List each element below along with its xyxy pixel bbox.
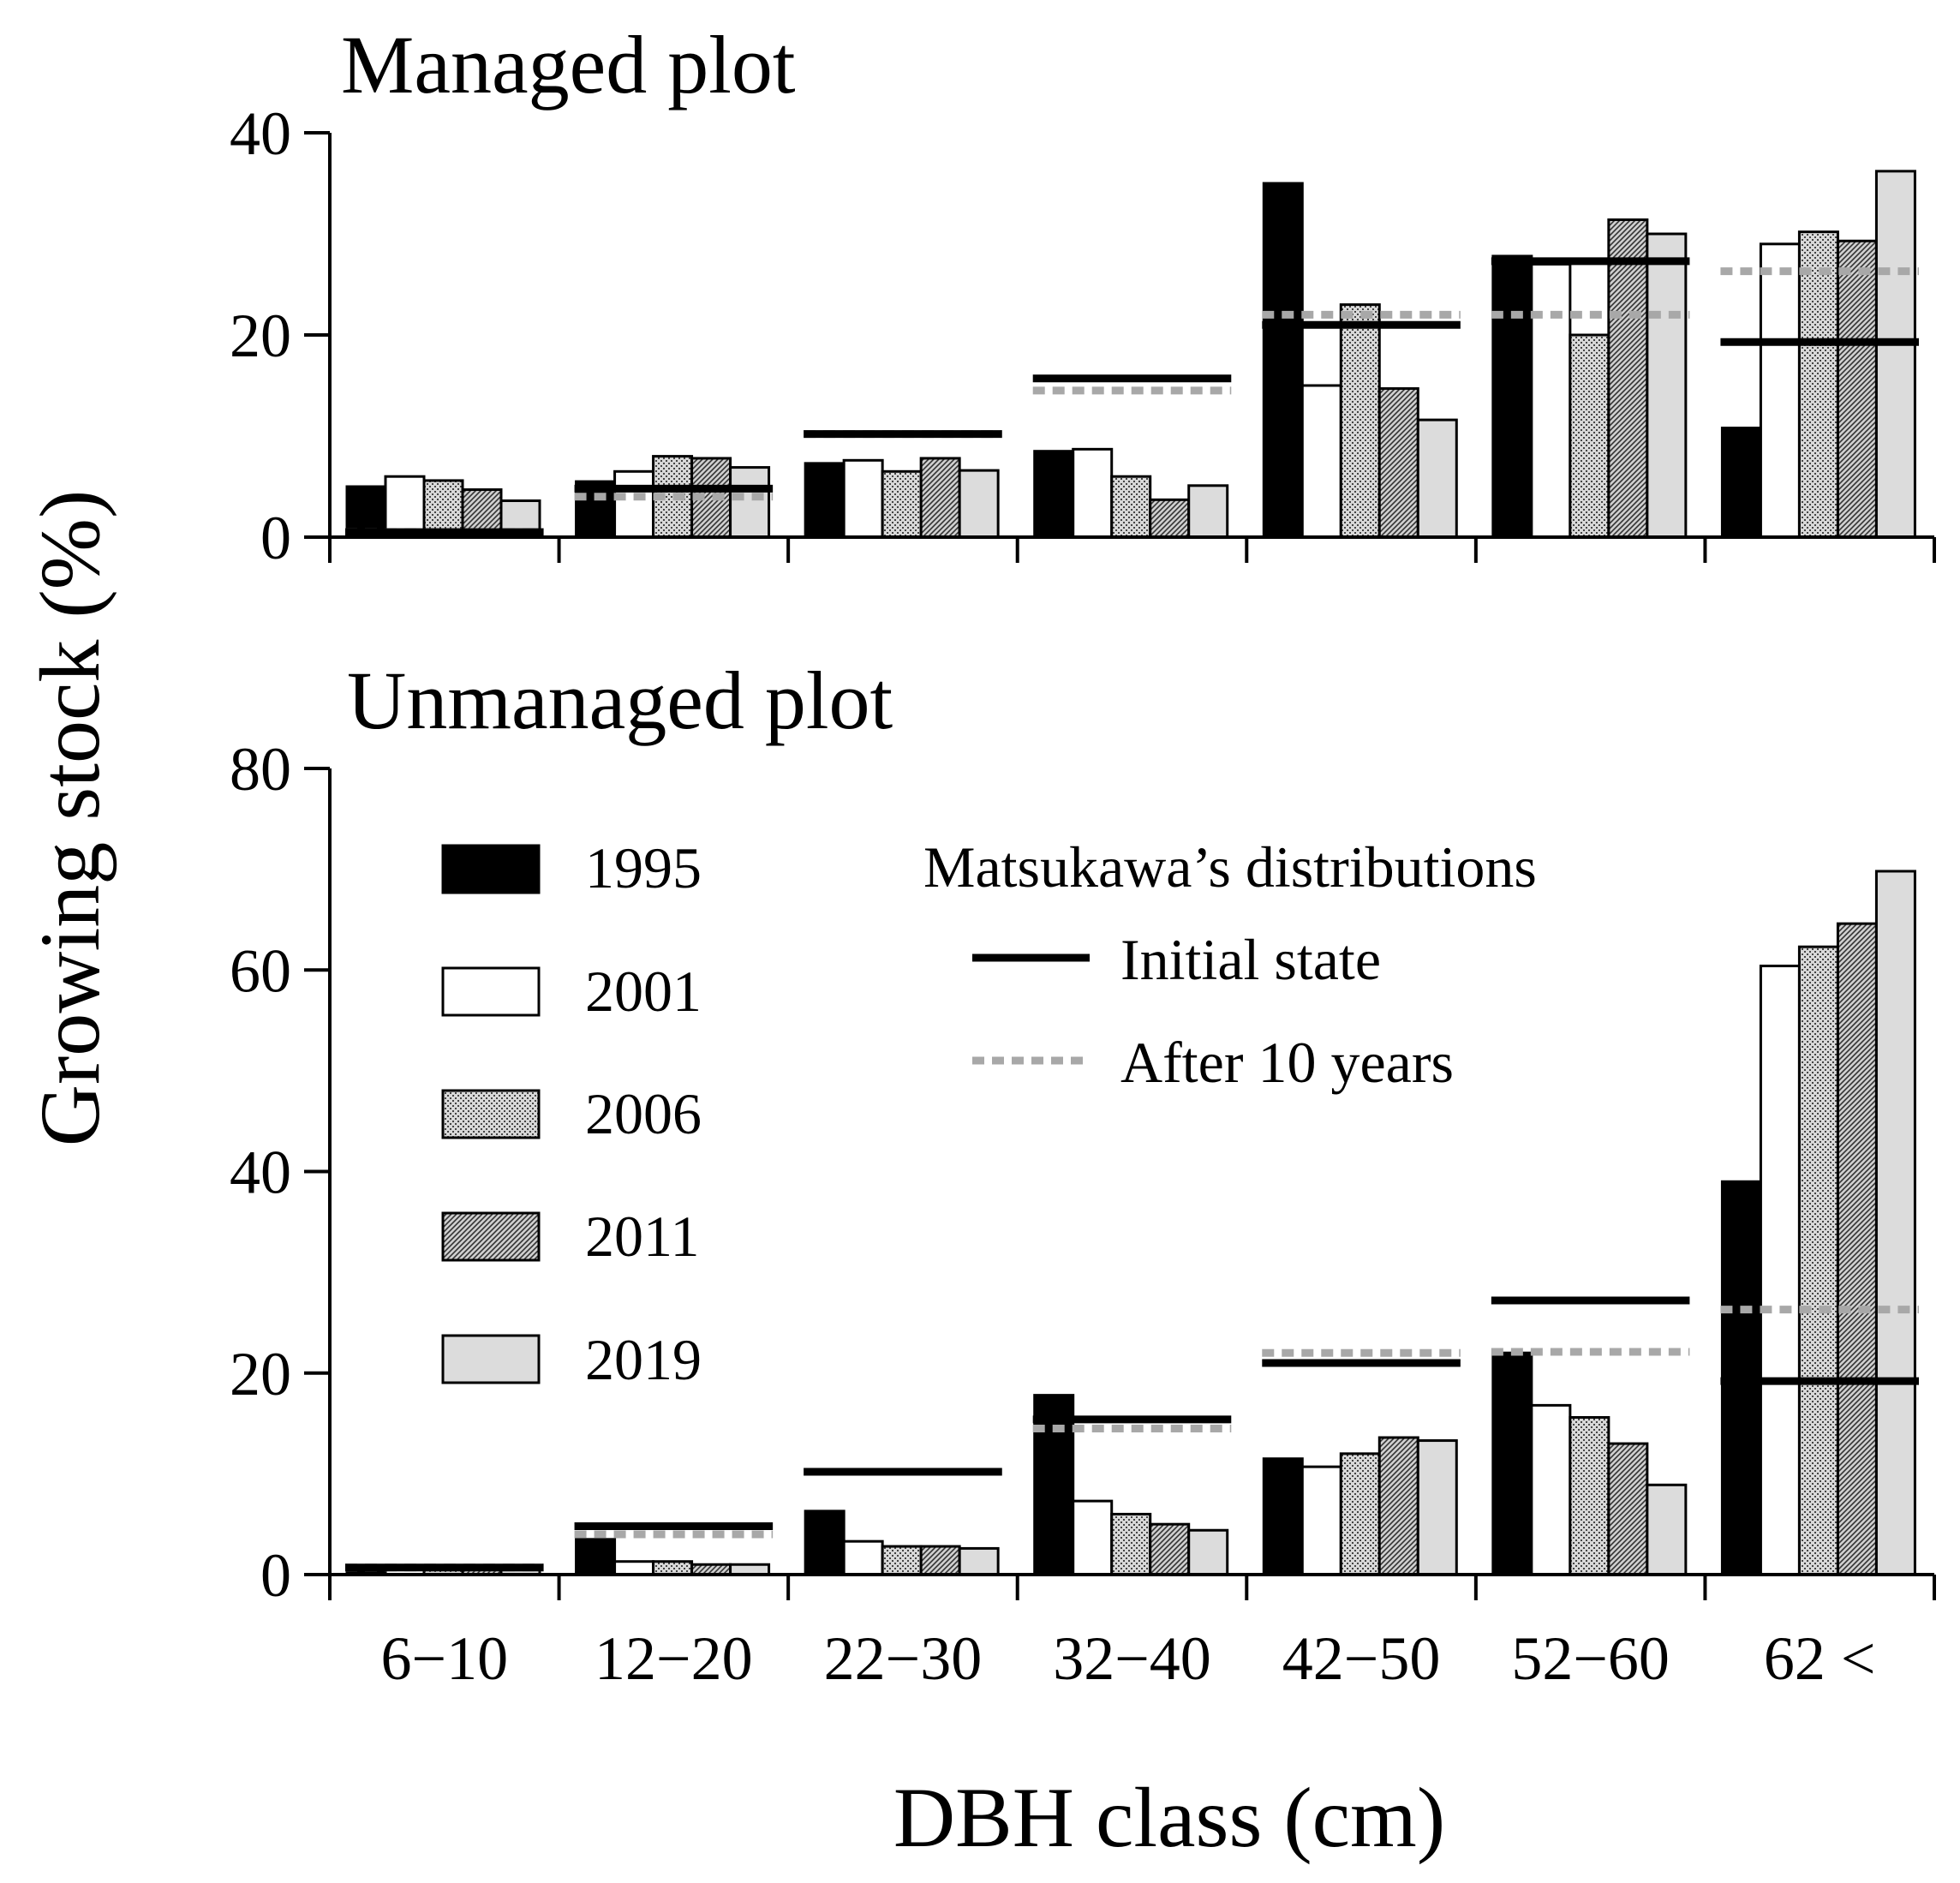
legend-swatch-2011 xyxy=(441,1211,541,1262)
managed-bar-2011-6 xyxy=(1836,239,1878,539)
legend-swatch-2006 xyxy=(441,1089,541,1139)
managed-bar-2019-3 xyxy=(1187,484,1229,539)
legend-label-1995: 1995 xyxy=(585,835,702,900)
managed-bar-2001-0 xyxy=(384,475,426,539)
managed-bar-2001-6 xyxy=(1759,242,1801,539)
managed-bar-2011-2 xyxy=(919,457,961,539)
managed-bar-1995-2 xyxy=(804,462,846,539)
unmanaged-bar-2006-2 xyxy=(881,1545,923,1576)
managed-bar-1995-5 xyxy=(1491,254,1533,539)
category-label-1: 12−20 xyxy=(595,1624,753,1693)
managed-bar-1995-6 xyxy=(1720,427,1762,539)
legend-swatch-1995 xyxy=(441,844,541,894)
x-axis-title: DBH class (cm) xyxy=(893,1770,1445,1865)
y-axis-title: Growing stock (%) xyxy=(22,490,117,1147)
unmanaged-y-tick-label-60: 60 xyxy=(230,936,291,1005)
unmanaged-bar-2019-5 xyxy=(1646,1483,1688,1576)
legend-swatch-2019 xyxy=(441,1334,541,1384)
managed-bar-2006-3 xyxy=(1110,475,1152,539)
legend-initial-state-label: Initial state xyxy=(1120,927,1381,992)
unmanaged-bar-2006-1 xyxy=(652,1560,694,1576)
unmanaged-bar-1995-4 xyxy=(1262,1457,1304,1576)
managed-bar-2019-1 xyxy=(729,466,771,539)
unmanaged-bar-2011-5 xyxy=(1607,1442,1649,1576)
managed-bar-2001-4 xyxy=(1300,384,1342,539)
legend-label-2006: 2006 xyxy=(585,1081,702,1146)
managed-bar-2001-3 xyxy=(1072,447,1114,539)
managed-bar-2011-3 xyxy=(1149,498,1191,539)
managed-bar-2006-5 xyxy=(1569,333,1610,539)
managed-bar-2001-1 xyxy=(613,469,655,539)
legend-label-2019: 2019 xyxy=(585,1327,702,1392)
managed-bar-2001-5 xyxy=(1530,262,1572,539)
unmanaged-bar-2019-6 xyxy=(1874,870,1916,1576)
unmanaged-bar-2019-3 xyxy=(1187,1528,1229,1576)
category-label-4: 42−50 xyxy=(1282,1624,1441,1693)
unmanaged-bar-2011-2 xyxy=(919,1545,961,1576)
managed-bar-2019-4 xyxy=(1416,418,1458,539)
unmanaged-y-tick-label-80: 80 xyxy=(230,735,291,804)
legend-label-2001: 2001 xyxy=(585,959,702,1024)
unmanaged-bar-2006-3 xyxy=(1110,1512,1152,1576)
managed-y-tick-label-20: 20 xyxy=(230,302,291,370)
unmanaged-bar-2001-5 xyxy=(1530,1403,1572,1576)
legend-label-2011: 2011 xyxy=(585,1204,699,1269)
unmanaged-y-tick-label-20: 20 xyxy=(230,1340,291,1408)
managed-bar-1995-4 xyxy=(1262,182,1304,539)
unmanaged-bar-2011-4 xyxy=(1377,1436,1419,1576)
managed-bar-2019-5 xyxy=(1646,232,1688,539)
unmanaged-bar-2001-6 xyxy=(1759,965,1801,1576)
unmanaged-y-tick-label-0: 0 xyxy=(260,1541,291,1610)
category-label-5: 52−60 xyxy=(1511,1624,1670,1693)
managed-bar-2006-6 xyxy=(1797,230,1839,539)
category-label-2: 22−30 xyxy=(824,1624,983,1693)
unmanaged-bar-1995-2 xyxy=(804,1509,846,1576)
managed-bar-1995-3 xyxy=(1033,450,1075,539)
unmanaged-bar-2001-1 xyxy=(613,1560,655,1576)
managed-bar-2006-2 xyxy=(881,469,923,539)
managed-y-tick-label-40: 40 xyxy=(230,99,291,168)
legend: 1995 2001 2006 2011 2019 Matsukawa’s dis… xyxy=(441,834,1537,1392)
managed-bar-2011-5 xyxy=(1607,218,1649,539)
managed-bar-2019-2 xyxy=(958,469,1000,539)
managed-bar-2001-2 xyxy=(842,458,884,539)
unmanaged-bar-1995-5 xyxy=(1491,1351,1533,1576)
unmanaged-bar-2001-2 xyxy=(842,1539,884,1576)
unmanaged-bar-2001-4 xyxy=(1300,1465,1342,1576)
unmanaged-panel-title: Unmanaged plot xyxy=(347,655,893,746)
category-label-6: 62 < xyxy=(1764,1624,1876,1693)
managed-y-tick-label-0: 0 xyxy=(260,504,291,572)
managed-bar-2006-4 xyxy=(1339,303,1381,539)
managed-panel-title: Managed plot xyxy=(341,19,796,111)
managed-bar-2011-4 xyxy=(1377,387,1419,539)
unmanaged-bar-2001-3 xyxy=(1072,1499,1114,1576)
unmanaged-bar-2019-2 xyxy=(958,1546,1000,1576)
unmanaged-bar-2006-6 xyxy=(1797,945,1839,1576)
managed-bar-2019-6 xyxy=(1874,170,1916,539)
category-label-3: 32−40 xyxy=(1053,1624,1211,1693)
unmanaged-bar-2006-5 xyxy=(1569,1416,1610,1576)
unmanaged-bar-1995-1 xyxy=(575,1538,617,1576)
legend-distributions-title: Matsukawa’s distributions xyxy=(923,834,1537,900)
legend-swatch-2001 xyxy=(441,966,541,1017)
unmanaged-bar-2011-6 xyxy=(1836,922,1878,1576)
unmanaged-bar-2006-4 xyxy=(1339,1452,1381,1576)
unmanaged-bar-2019-4 xyxy=(1416,1439,1458,1576)
legend-after-10-years-label: After 10 years xyxy=(1120,1030,1454,1095)
unmanaged-bar-2011-3 xyxy=(1149,1522,1191,1576)
unmanaged-y-tick-label-40: 40 xyxy=(230,1139,291,1207)
category-label-0: 6−10 xyxy=(380,1624,508,1693)
